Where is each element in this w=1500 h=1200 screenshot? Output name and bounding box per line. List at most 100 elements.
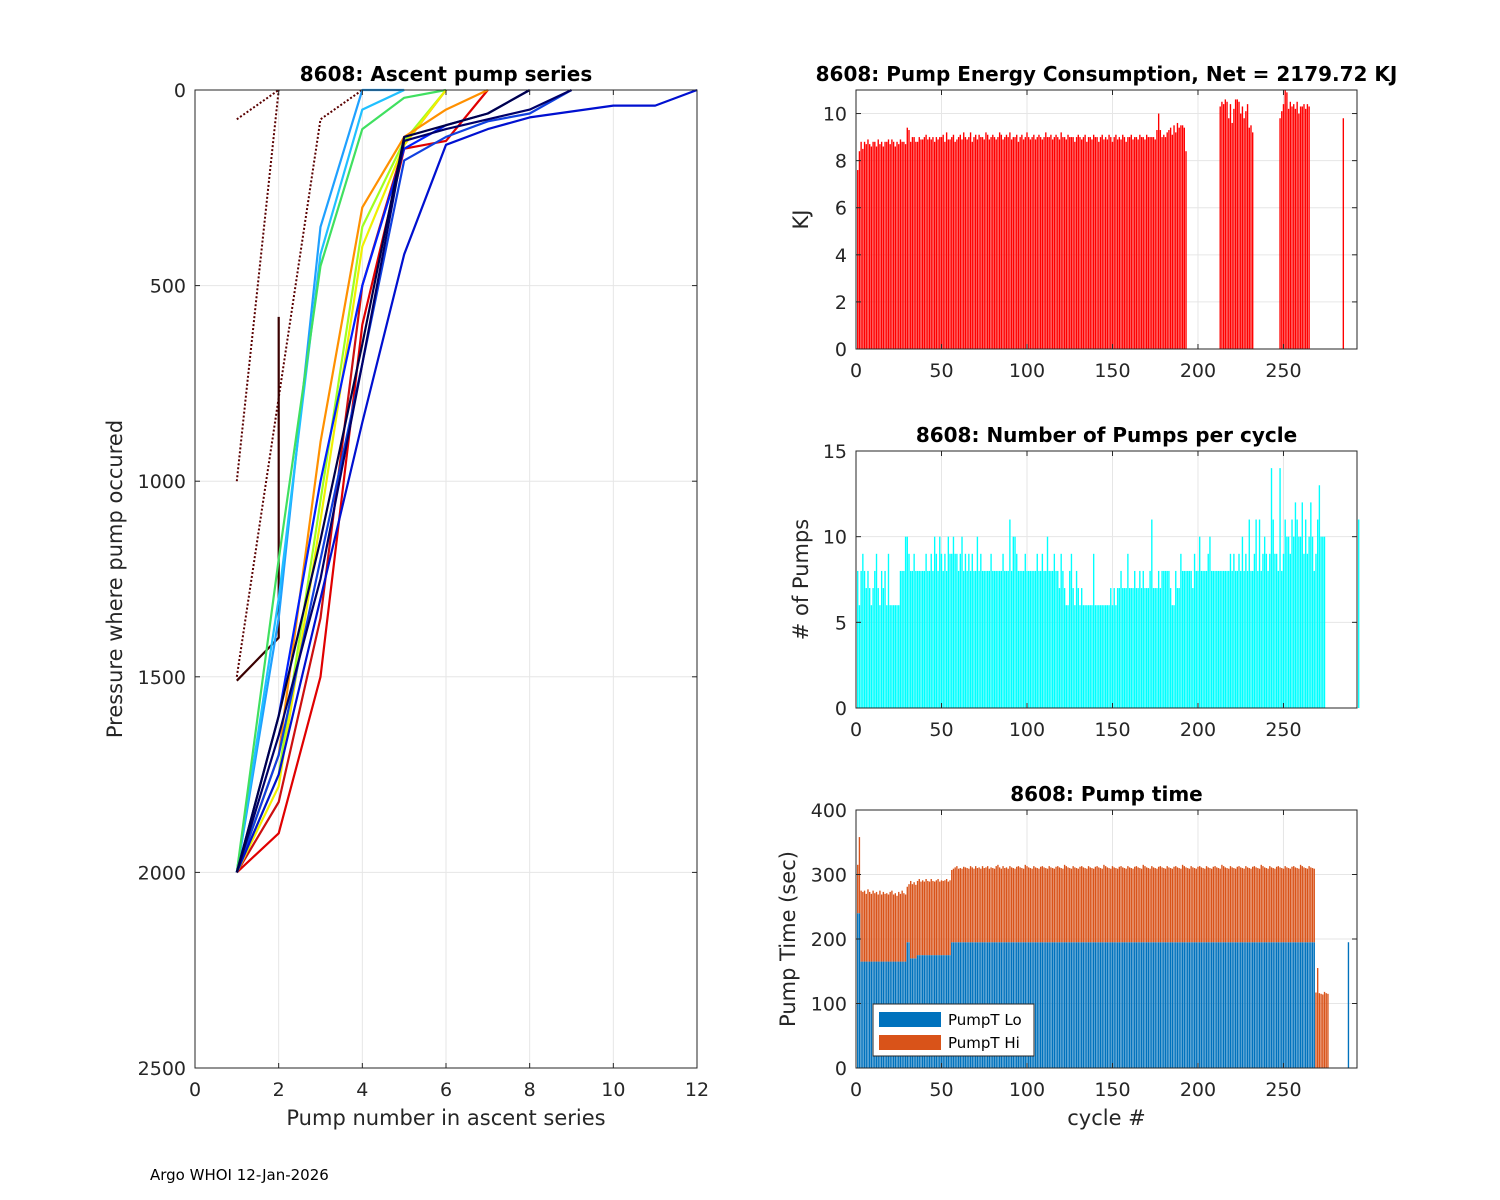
bar [1236,570,1238,708]
bar-pumpt-hi [1316,968,1319,1068]
bar [949,139,951,349]
bar-pumpt-hi [1103,864,1105,943]
bar-pumpt-hi [1192,867,1194,943]
bar [1125,588,1127,708]
bar [1313,570,1315,708]
bar [1041,139,1044,349]
bar [1298,536,1300,708]
bar [1252,132,1254,349]
y-tick-label: 0 [835,1058,847,1080]
bar-pumpt-lo [1250,942,1252,1068]
bar-pumpt-lo [1274,942,1276,1068]
bar-pumpt-hi [969,866,972,943]
bar-pumpt-hi [1178,868,1180,943]
bar [1238,553,1240,708]
bar-pumpt-hi [1187,868,1189,943]
bar [963,570,965,708]
bar-pumpt-lo [1077,942,1079,1068]
bar [930,139,932,349]
bar [1140,588,1143,708]
bar-pumpt-hi [908,884,910,943]
bar-pumpt-lo [1128,942,1131,1068]
bar [1245,553,1247,708]
bar [1260,570,1262,708]
bar [1125,141,1127,349]
bar-pumpt-hi [1311,868,1314,943]
y-tick-label: 1000 [138,471,186,493]
bar [1269,553,1271,708]
bar [1014,536,1016,708]
bar [956,139,958,349]
bar [1135,588,1138,708]
bar [1161,570,1163,708]
bar [915,141,917,349]
bar-pumpt-hi [1180,868,1182,943]
bar-pumpt-hi [1010,867,1013,943]
bar [1255,519,1257,708]
bar-pumpt-lo [1081,942,1083,1068]
bar-pumpt-hi [964,867,967,943]
bar [971,553,973,708]
bar [1017,141,1020,349]
bar [1342,118,1345,349]
bar [968,137,970,349]
bar-pumpt-lo [860,961,862,1068]
bar [932,137,934,349]
x-tick-label: 100 [1009,719,1045,741]
bar-pumpt-hi [886,893,888,962]
y-tick-label: 0 [835,339,847,361]
bar-pumpt-hi [1265,868,1268,943]
bar [1159,588,1162,708]
bar-pumpt-hi [1185,867,1187,943]
bar-pumpt-hi [1134,866,1136,943]
bar-pumpt-hi [1231,867,1233,943]
bar-pumpt-lo [1234,942,1237,1068]
bar [1306,104,1309,349]
bar [1294,502,1297,708]
bar-pumpt-hi [944,880,946,956]
bar-pumpt-hi [1224,867,1227,943]
bar [1043,570,1045,708]
bar [1132,588,1134,708]
pump-energy-chart: 0 50 100 150 200 250 0 2 4 6 8 10 8608: Pump Energy … [789,62,1397,382]
bar [1139,134,1141,349]
bar-pumpt-hi [1041,866,1044,943]
bar-pumpt-hi [1039,866,1042,943]
bar [1253,553,1256,708]
x-tick-label: 12 [685,1079,709,1101]
bar-pumpt-lo [1286,942,1288,1068]
bar-pumpt-lo [1219,942,1221,1068]
x-tick-label: 100 [1009,1079,1045,1101]
bar [990,137,992,349]
bar [1094,137,1097,349]
bar-pumpt-hi [963,866,965,943]
bar [1016,134,1018,349]
bar [961,536,963,708]
bar [1045,570,1047,708]
bar-pumpt-hi [1055,866,1057,943]
y-axis-label: # of Pumps [789,519,813,641]
bar [966,570,968,708]
bar [1164,570,1167,708]
bar [894,605,897,708]
y-tick-label: 6 [835,198,847,220]
bar-pumpt-hi [1228,868,1230,943]
bar [1031,137,1033,349]
bar-pumpt-hi [1156,868,1158,943]
bar [1116,139,1119,349]
bar-pumpt-hi [1226,868,1228,943]
bar-pumpt-hi [857,864,859,914]
bar-pumpt-lo [1075,942,1078,1068]
bar [1151,137,1153,349]
bar-pumpt-hi [1132,868,1134,943]
bar [1204,570,1206,708]
bar-pumpt-hi [1137,867,1139,943]
bar [954,553,956,708]
bar-pumpt-hi [975,866,977,943]
bar [1106,139,1109,349]
bar [927,570,929,708]
bar [887,139,890,349]
bar-pumpt-hi [1069,868,1071,943]
bar [1089,137,1091,349]
series-line-profile-red-a [236,89,489,874]
